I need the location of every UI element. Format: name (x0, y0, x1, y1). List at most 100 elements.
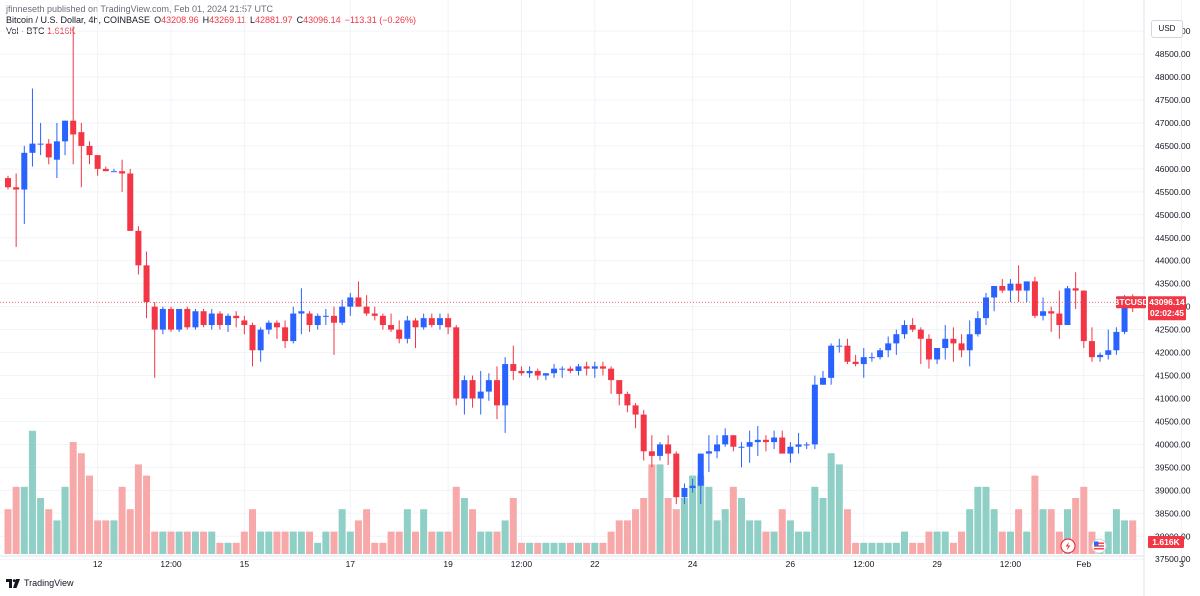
candle-body (974, 318, 981, 335)
candle-body (860, 357, 867, 365)
candle-body (53, 141, 60, 160)
candle-body (559, 368, 566, 370)
tradingview-logo-icon (6, 578, 20, 588)
candle-body (159, 308, 166, 330)
volume-bar (1072, 498, 1080, 554)
time-tick-label: 12:00 (511, 559, 533, 569)
last-price-tag: 43096.14 (1149, 297, 1185, 307)
time-tick-label: 12:00 (160, 559, 182, 569)
time-tick-label: 26 (786, 559, 796, 569)
volume-bar (607, 531, 615, 554)
volume-bar (754, 520, 762, 554)
candle-body (583, 366, 590, 369)
volume-bar (623, 520, 631, 554)
volume-bar (232, 542, 240, 554)
volume-bar (428, 531, 436, 554)
price-tick-label: 42000.00 (1155, 348, 1191, 358)
volume-bar (257, 531, 265, 554)
candle-body (1040, 311, 1047, 316)
price-tick-label: 43500.00 (1155, 279, 1191, 289)
ohlc-legend: Bitcoin / U.S. Dollar, 4h, COINBASE O4320… (6, 15, 420, 26)
volume-bar (729, 486, 737, 554)
candle-body (542, 373, 549, 376)
volume-bar (265, 531, 273, 554)
volume-bar (151, 531, 159, 554)
candle-body (62, 120, 69, 142)
candle-body (86, 145, 93, 156)
price-tick-label: 47000.00 (1155, 118, 1191, 128)
candle-body (1088, 341, 1095, 358)
candle-body (909, 325, 916, 330)
tradingview-logo[interactable]: TradingView (6, 578, 74, 588)
volume-bars (4, 430, 1137, 554)
candle-body (453, 327, 460, 399)
candle-body (966, 334, 973, 351)
candle-body (942, 338, 949, 348)
candle-body (94, 155, 101, 169)
price-tick-label: 39500.00 (1155, 462, 1191, 472)
volume-bar (208, 531, 216, 554)
candle-body (526, 370, 533, 374)
currency-button[interactable]: USD (1151, 20, 1183, 38)
time-tick-label: 17 (346, 559, 356, 569)
price-tick-label: 39000.00 (1155, 485, 1191, 495)
price-tick-label: 40000.00 (1155, 439, 1191, 449)
volume-bar (542, 542, 550, 554)
candle-body (1113, 331, 1120, 351)
volume-bar (395, 531, 403, 554)
candle-body (363, 306, 370, 314)
volume-bar (884, 542, 892, 554)
candle-body (216, 313, 223, 326)
candle-body (657, 444, 663, 456)
candle-body (811, 384, 818, 445)
candle-body (127, 173, 134, 231)
candle-body (632, 405, 639, 415)
volume-bar (354, 520, 362, 554)
volume-bar (330, 531, 338, 554)
candle-body (803, 444, 810, 446)
volume-bar (1047, 509, 1055, 554)
volume-bar (705, 486, 713, 554)
candle-body (5, 178, 11, 188)
candle-body (844, 345, 851, 362)
candle-body (640, 414, 647, 452)
open-value: 43208.96 (161, 15, 199, 25)
symbol-tag-bg (1116, 296, 1146, 309)
volume-bar (958, 531, 966, 554)
candle-body (37, 143, 44, 145)
volume-bar (909, 542, 917, 554)
volume-bar (37, 498, 45, 554)
candle-body (461, 380, 468, 399)
volume-bar (526, 542, 534, 554)
volume-bar (126, 509, 134, 554)
candle-body (192, 311, 199, 328)
volume-bar (175, 531, 183, 554)
volume-bar (191, 531, 199, 554)
volume-bar (746, 520, 754, 554)
candle-body (746, 442, 753, 447)
volume-bar (167, 531, 175, 554)
volume-bar (134, 464, 142, 554)
volume-bar (61, 486, 69, 554)
volume-bar (534, 542, 542, 554)
low-label: L (250, 15, 256, 25)
candle-body (282, 327, 289, 342)
price-tick-label: 38500.00 (1155, 508, 1191, 518)
volume-bar (583, 542, 591, 554)
time-tick-label: 12 (93, 559, 103, 569)
candle-body (1031, 281, 1038, 316)
price-tick-label: 45500.00 (1155, 187, 1191, 197)
volume-bar (4, 509, 12, 554)
candle-body (893, 334, 900, 344)
volume-bar (436, 531, 444, 554)
candle-body (599, 366, 606, 369)
volume-bar (297, 531, 305, 554)
volume-bar (672, 509, 680, 554)
volume-bar (485, 531, 493, 554)
time-tick-label: 24 (688, 559, 698, 569)
time-tick-label: 19 (443, 559, 453, 569)
volume-bar (363, 509, 371, 554)
symbol-tag: BTCUSD (1113, 297, 1148, 307)
candle-body (624, 393, 631, 406)
